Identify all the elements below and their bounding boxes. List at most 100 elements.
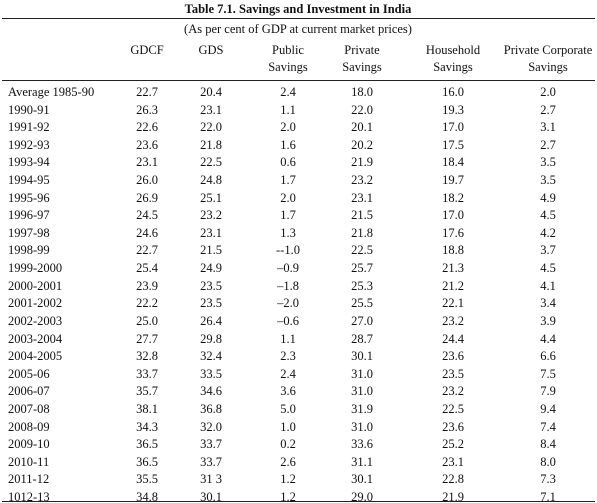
cell: 16.0 [442, 85, 464, 99]
column-header: Private Corporate [503, 43, 593, 57]
cell: 22.5 [351, 243, 373, 258]
cell: –2.0 [277, 296, 299, 311]
row-label: 1995-96 [8, 190, 50, 205]
cell: 35.5 [136, 472, 158, 487]
row-label: 2002-2003 [8, 313, 63, 328]
cell: 33.7 [200, 454, 222, 469]
cell: 23.6 [442, 349, 464, 364]
cell: 7.4 [540, 419, 556, 434]
cell: 9.4 [540, 401, 556, 416]
cell: 38.1 [136, 401, 158, 416]
cell: 20.2 [351, 137, 373, 152]
cell: 24.6 [136, 225, 158, 240]
row-label: 2004-2005 [8, 349, 63, 364]
column-header: Savings [528, 60, 568, 74]
cell: 3.9 [540, 313, 556, 328]
cell: 22.0 [200, 120, 222, 135]
row-label: 1991-92 [8, 120, 50, 135]
cell: 2.4 [280, 85, 296, 99]
column-header: Household [425, 43, 481, 57]
cell: 29.8 [200, 331, 222, 346]
cell: --1.0 [276, 243, 300, 258]
cell: 4.9 [540, 190, 556, 205]
cell: 29.0 [351, 490, 373, 503]
cell: 33.6 [351, 437, 373, 452]
cell: 22.5 [200, 155, 222, 170]
cell: 26.4 [200, 313, 222, 328]
cell: 21.3 [442, 261, 464, 276]
cell: 22.7 [136, 243, 158, 258]
cell: 17.6 [442, 225, 464, 240]
cell: 20.4 [200, 85, 222, 99]
cell: 33.7 [200, 437, 222, 452]
row-label: 2006-07 [8, 384, 50, 399]
cell: 22.2 [136, 296, 158, 311]
cell: 7.9 [540, 384, 556, 399]
column-header: Savings [268, 60, 308, 74]
rule [2, 18, 595, 19]
cell: 33.5 [200, 366, 222, 381]
row-label: 2003-2004 [8, 331, 63, 346]
cell: 34.6 [200, 384, 222, 399]
row-label: 2000-2001 [8, 278, 63, 293]
row-label: 1994-95 [8, 173, 50, 188]
cell: 25.5 [351, 296, 373, 311]
cell: 3.5 [540, 173, 556, 188]
cell: 1.7 [280, 208, 296, 223]
cell: 25.2 [442, 437, 464, 452]
cell: 30.1 [351, 472, 373, 487]
row-label: 1012-13 [8, 490, 50, 503]
row-label: 1999-2000 [8, 261, 63, 276]
cell: 2.0 [280, 120, 296, 135]
cell: 31.0 [351, 384, 373, 399]
cell: 23.2 [442, 313, 464, 328]
cell: 25.7 [351, 261, 373, 276]
rule [2, 501, 595, 502]
cell: 2.7 [540, 102, 556, 117]
cell: 18.4 [442, 155, 464, 170]
cell: 22.6 [136, 120, 158, 135]
cell: 3.4 [540, 296, 556, 311]
cell: 1.6 [280, 137, 296, 152]
cell: 23.6 [136, 137, 158, 152]
cell: 24.4 [442, 331, 464, 346]
cell: 32.8 [136, 349, 158, 364]
row-label: 2005-06 [8, 366, 50, 381]
table-title: Table 7.1. Savings and Investment in Ind… [184, 2, 412, 16]
cell: 21.5 [351, 208, 373, 223]
cell: 21.9 [351, 155, 373, 170]
cell: –1.8 [277, 278, 299, 293]
cell: 27.0 [351, 313, 373, 328]
cell: 1.2 [280, 472, 296, 487]
row-label: 1996-97 [8, 208, 50, 223]
cell: 5.0 [280, 401, 296, 416]
cell: 4.5 [540, 261, 556, 276]
row-label: 2001-2002 [8, 296, 63, 311]
cell: 25.1 [200, 190, 222, 205]
cell: 7.3 [540, 472, 556, 487]
cell: 32.0 [200, 419, 222, 434]
cell: 2.6 [280, 454, 296, 469]
column-header: Savings [433, 60, 473, 74]
cell: 23.5 [200, 296, 222, 311]
cell: 1.3 [280, 225, 296, 240]
cell: 2.3 [280, 349, 296, 364]
column-header: Public [272, 43, 304, 57]
cell: 23.6 [442, 419, 464, 434]
cell: 25.0 [136, 313, 158, 328]
cell: 17.5 [442, 137, 464, 152]
cell: 1.2 [280, 490, 296, 503]
cell: 3.7 [540, 243, 556, 258]
cell: 0.2 [280, 437, 296, 452]
cell: 2.0 [280, 190, 296, 205]
cell: 22.7 [136, 85, 158, 99]
row-label: 2011-12 [8, 472, 50, 487]
cell: 25.3 [351, 278, 373, 293]
cell: 31.0 [351, 366, 373, 381]
cell: 17.0 [442, 120, 464, 135]
cell: 18.2 [442, 190, 464, 205]
cell: 21.2 [442, 278, 464, 293]
cell: 6.6 [540, 349, 556, 364]
cell: 27.7 [136, 331, 158, 346]
cell: 23.1 [442, 454, 464, 469]
